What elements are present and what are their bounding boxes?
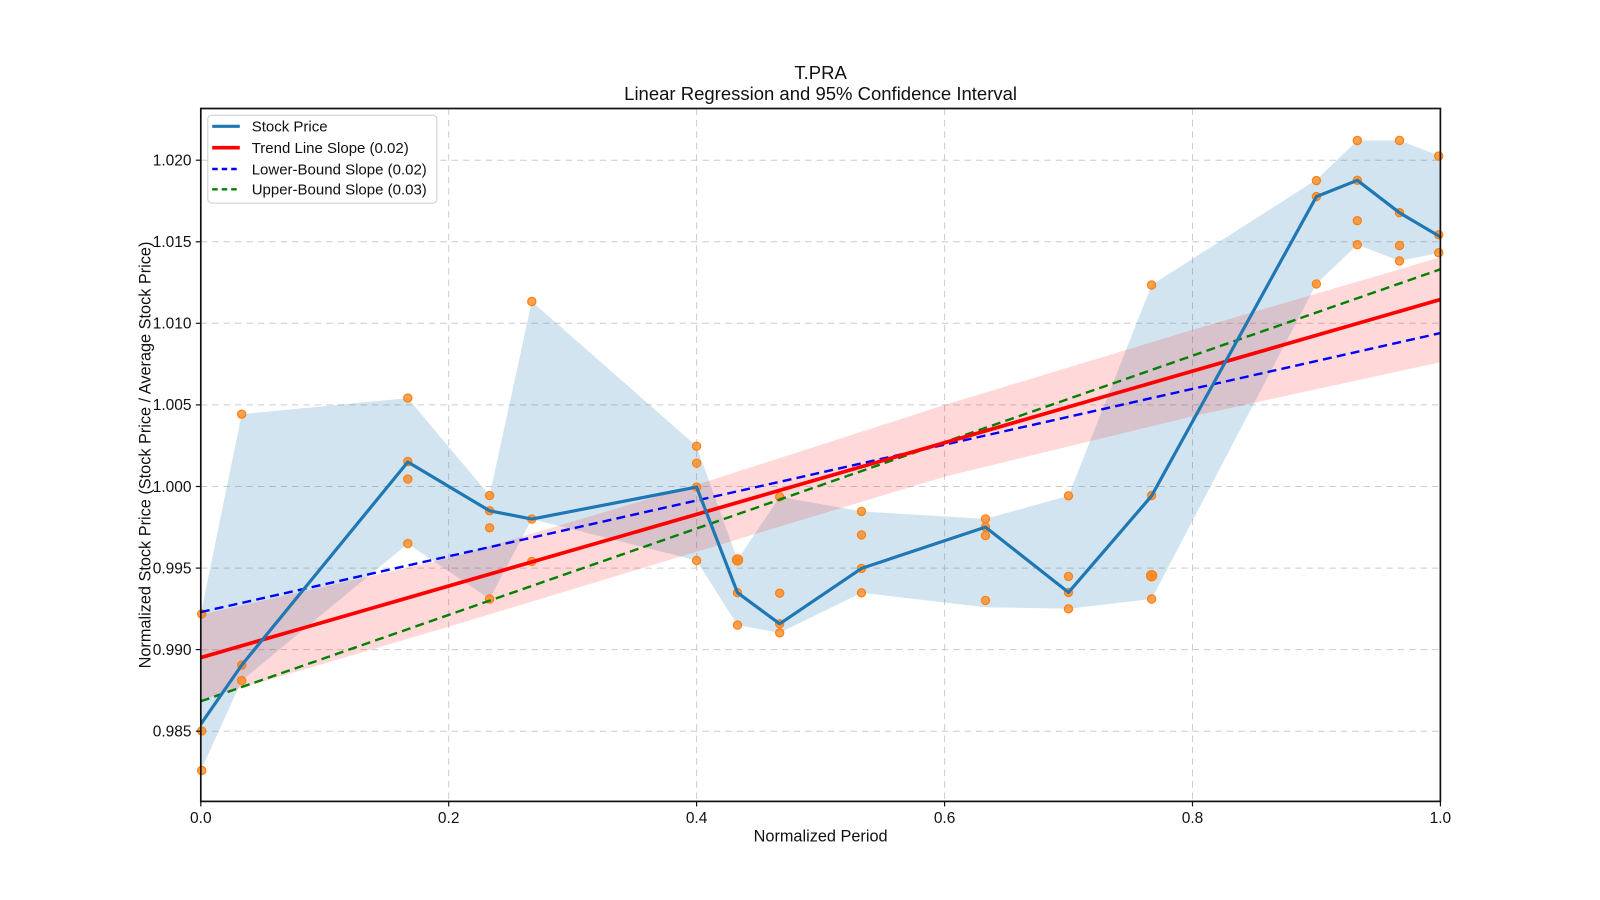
svg-text:1.005: 1.005 <box>153 397 192 414</box>
svg-text:Normalized Period: Normalized Period <box>754 827 888 845</box>
svg-text:0.985: 0.985 <box>153 724 192 741</box>
svg-text:Lower-Bound Slope (0.02): Lower-Bound Slope (0.02) <box>252 161 427 178</box>
svg-text:0.990: 0.990 <box>153 642 192 659</box>
svg-text:0.0: 0.0 <box>190 810 212 827</box>
svg-text:1.010: 1.010 <box>153 316 192 333</box>
svg-text:0.2: 0.2 <box>438 810 460 827</box>
svg-text:Upper-Bound Slope (0.03): Upper-Bound Slope (0.03) <box>252 182 427 199</box>
svg-text:1.020: 1.020 <box>153 153 192 170</box>
svg-text:0.8: 0.8 <box>1182 810 1204 827</box>
svg-text:0.6: 0.6 <box>934 810 956 827</box>
svg-text:T.PRA: T.PRA <box>794 62 847 83</box>
svg-text:1.015: 1.015 <box>153 234 192 251</box>
svg-text:0.4: 0.4 <box>686 810 708 827</box>
svg-text:Linear Regression and 95% Conf: Linear Regression and 95% Confidence Int… <box>624 83 1017 104</box>
svg-text:Stock Price: Stock Price <box>252 119 328 136</box>
svg-text:Trend Line Slope (0.02): Trend Line Slope (0.02) <box>252 140 409 157</box>
svg-text:Normalized Stock Price (Stock: Normalized Stock Price (Stock Price / Av… <box>137 242 155 669</box>
svg-text:1.000: 1.000 <box>153 479 192 496</box>
svg-text:1.0: 1.0 <box>1430 810 1452 827</box>
svg-text:0.995: 0.995 <box>153 560 192 577</box>
